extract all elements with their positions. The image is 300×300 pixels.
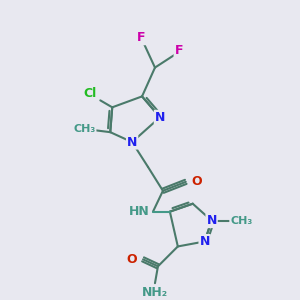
Text: N: N	[200, 235, 210, 248]
Text: F: F	[175, 44, 183, 57]
Text: CH₃: CH₃	[73, 124, 95, 134]
Text: O: O	[127, 253, 137, 266]
Text: N: N	[155, 111, 165, 124]
Text: N: N	[127, 136, 137, 148]
Text: Cl: Cl	[84, 87, 97, 100]
Text: F: F	[137, 31, 145, 44]
Text: CH₃: CH₃	[230, 216, 253, 226]
Text: O: O	[191, 176, 202, 188]
Text: N: N	[206, 214, 217, 227]
Text: NH₂: NH₂	[142, 286, 168, 299]
Text: HN: HN	[129, 205, 149, 218]
